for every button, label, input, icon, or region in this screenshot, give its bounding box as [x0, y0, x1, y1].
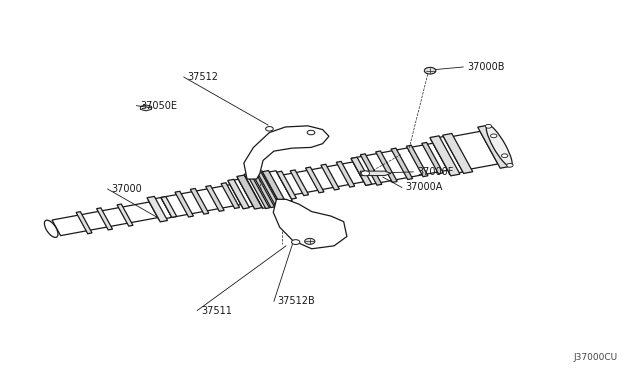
Polygon shape	[376, 151, 397, 182]
Polygon shape	[161, 197, 177, 217]
Text: 37512: 37512	[188, 72, 218, 82]
Ellipse shape	[307, 130, 315, 135]
Polygon shape	[406, 145, 428, 177]
Polygon shape	[351, 143, 448, 185]
Polygon shape	[221, 183, 239, 208]
Polygon shape	[276, 171, 296, 199]
Polygon shape	[431, 137, 463, 174]
Polygon shape	[97, 208, 113, 230]
Polygon shape	[321, 164, 339, 190]
Polygon shape	[257, 170, 280, 207]
Text: 37000F: 37000F	[417, 167, 454, 177]
Polygon shape	[237, 176, 262, 208]
Polygon shape	[161, 185, 241, 217]
Polygon shape	[205, 186, 224, 211]
Ellipse shape	[490, 134, 497, 138]
Polygon shape	[360, 171, 391, 176]
Polygon shape	[76, 212, 92, 234]
Polygon shape	[228, 179, 250, 209]
Polygon shape	[443, 134, 473, 173]
Text: 37000A: 37000A	[406, 183, 443, 192]
Polygon shape	[430, 136, 460, 176]
Polygon shape	[237, 175, 262, 209]
Polygon shape	[391, 148, 413, 180]
Polygon shape	[290, 170, 308, 196]
Ellipse shape	[305, 238, 315, 244]
Polygon shape	[140, 105, 152, 111]
Ellipse shape	[266, 126, 273, 131]
Ellipse shape	[507, 163, 513, 167]
Polygon shape	[273, 199, 347, 249]
Polygon shape	[148, 198, 172, 220]
Polygon shape	[305, 167, 324, 193]
Ellipse shape	[485, 124, 492, 128]
Text: 37000B: 37000B	[467, 62, 505, 72]
Ellipse shape	[44, 220, 58, 237]
Ellipse shape	[486, 125, 512, 167]
Ellipse shape	[361, 171, 370, 176]
Polygon shape	[244, 126, 329, 179]
Polygon shape	[278, 162, 364, 196]
Ellipse shape	[502, 154, 508, 158]
Polygon shape	[336, 161, 355, 187]
Polygon shape	[246, 173, 269, 209]
Text: J37000CU: J37000CU	[573, 353, 618, 362]
Polygon shape	[117, 204, 133, 226]
Polygon shape	[244, 171, 281, 208]
Polygon shape	[262, 170, 286, 204]
Ellipse shape	[424, 67, 436, 74]
Polygon shape	[228, 179, 253, 208]
Polygon shape	[360, 154, 382, 185]
Ellipse shape	[292, 240, 300, 244]
Polygon shape	[263, 171, 292, 203]
Polygon shape	[175, 191, 193, 217]
Polygon shape	[422, 142, 444, 174]
Text: 37512B: 37512B	[278, 296, 316, 306]
Polygon shape	[477, 125, 511, 168]
Polygon shape	[351, 157, 372, 185]
Text: 37000: 37000	[111, 184, 142, 194]
Text: 37050E: 37050E	[140, 101, 177, 110]
Polygon shape	[147, 196, 168, 222]
Polygon shape	[190, 189, 209, 214]
Polygon shape	[444, 131, 498, 171]
Polygon shape	[52, 202, 158, 235]
Text: 37511: 37511	[201, 306, 232, 315]
Polygon shape	[252, 171, 275, 208]
